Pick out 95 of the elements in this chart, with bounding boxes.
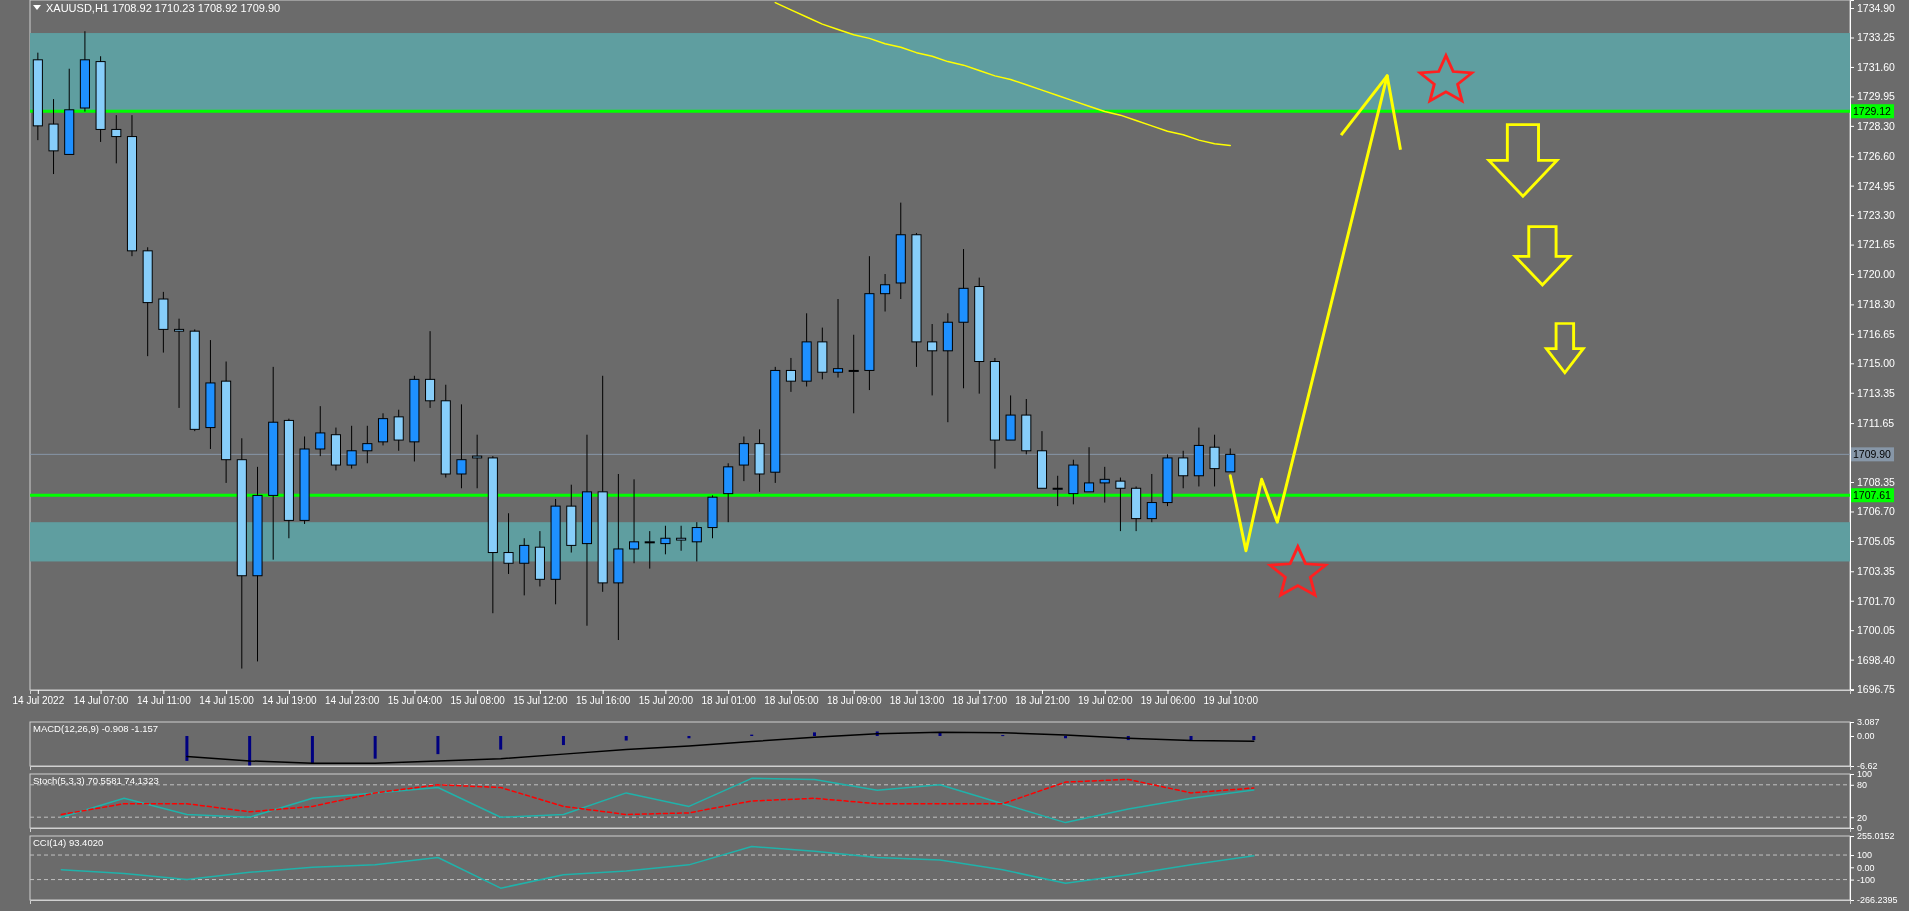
candlestick xyxy=(346,425,357,470)
y-tick-label: 1701.70 xyxy=(1857,594,1896,607)
y-tick-label: 1715.00 xyxy=(1857,357,1896,370)
y-tick-label: 255.0152 xyxy=(1857,831,1895,842)
x-tick-label: 15 Jul 16:00 xyxy=(575,695,631,707)
candlestick xyxy=(644,530,655,570)
y-tick-label: 1728.30 xyxy=(1857,119,1896,132)
x-tick-label: 14 Jul 07:00 xyxy=(73,695,129,707)
y-tick-label: 1729.95 xyxy=(1857,90,1896,103)
y-tick-label: 1733.25 xyxy=(1857,31,1896,44)
y-tick-label: 0 xyxy=(1857,823,1863,834)
candlestick xyxy=(472,434,483,489)
x-tick-label: 18 Jul 09:00 xyxy=(826,695,882,707)
line-series xyxy=(774,1,1232,147)
candlestick xyxy=(1084,446,1095,493)
candlestick xyxy=(676,525,687,552)
x-tick-label: 19 Jul 10:00 xyxy=(1203,695,1259,707)
x-tick-label: 19 Jul 06:00 xyxy=(1140,695,1196,707)
y-tick-label: 1723.30 xyxy=(1857,208,1896,221)
y-tick-label: 1724.95 xyxy=(1857,179,1896,192)
y-tick-label: 80 xyxy=(1857,780,1868,791)
candlestick xyxy=(1099,466,1110,504)
candlestick xyxy=(880,273,891,313)
y-tick-label: -6.62 xyxy=(1857,761,1878,772)
candlestick xyxy=(848,334,859,414)
y-tick-label: 1700.05 xyxy=(1857,624,1896,637)
y-tick-label: -266.2395 xyxy=(1857,895,1898,906)
y-tick-label: 1716.65 xyxy=(1857,327,1896,340)
candlestick xyxy=(738,435,749,482)
y-tick-label: 1711.65 xyxy=(1857,416,1895,429)
ref-line-label: 1709.90 xyxy=(1853,448,1892,461)
x-tick-label: 15 Jul 12:00 xyxy=(513,695,569,707)
candlestick xyxy=(377,412,389,446)
y-tick-label: 100 xyxy=(1857,850,1873,861)
x-tick-label: 14 Jul 15:00 xyxy=(199,695,255,707)
candlestick xyxy=(1052,475,1063,507)
x-tick-label: 15 Jul 04:00 xyxy=(387,695,443,707)
y-tick-label: 1696.75 xyxy=(1857,682,1896,695)
candlestick xyxy=(629,478,640,564)
candlestick xyxy=(660,525,671,555)
candlestick xyxy=(927,323,938,396)
x-tick-label: 18 Jul 01:00 xyxy=(701,695,757,707)
candlestick xyxy=(315,405,326,457)
y-tick-label: 1708.35 xyxy=(1857,475,1896,488)
x-tick-label: 14 Jul 19:00 xyxy=(262,695,318,707)
x-tick-label: 18 Jul 13:00 xyxy=(889,695,945,707)
x-tick-label: 14 Jul 11:00 xyxy=(136,695,192,707)
x-tick-label: 15 Jul 20:00 xyxy=(638,695,694,707)
candlestick xyxy=(785,357,796,393)
y-tick-label: 1703.35 xyxy=(1857,565,1896,578)
x-tick-label: 18 Jul 17:00 xyxy=(952,695,1008,707)
candlestick xyxy=(1146,473,1157,523)
candlestick xyxy=(1225,447,1236,473)
candlestick xyxy=(425,330,436,409)
y-tick-label: 1731.60 xyxy=(1857,60,1896,73)
candlestick xyxy=(1209,434,1220,487)
y-tick-label: 0.00 xyxy=(1857,731,1875,742)
chart-title: MACD(12,26,9) -0.908 -1.157 xyxy=(33,723,159,734)
y-tick-label: 1706.70 xyxy=(1857,505,1896,518)
candlestick xyxy=(111,114,122,164)
y-tick-label: 1698.40 xyxy=(1857,653,1896,666)
x-tick-label: 14 Jul 2022 xyxy=(12,695,65,707)
x-tick-label: 18 Jul 05:00 xyxy=(764,695,820,707)
x-tick-label: 14 Jul 23:00 xyxy=(324,695,380,707)
y-tick-label: 1726.60 xyxy=(1857,150,1896,163)
x-tick-label: 19 Jul 02:00 xyxy=(1077,695,1133,707)
y-tick-label: 3.087 xyxy=(1857,717,1880,728)
y-tick-label: -100 xyxy=(1857,874,1876,885)
line-series xyxy=(186,731,1255,764)
candlestick xyxy=(503,512,514,575)
ref-line-label: 1729.12 xyxy=(1853,104,1892,117)
y-tick-label: 20 xyxy=(1857,812,1868,823)
candlestick xyxy=(362,425,373,464)
candlestick xyxy=(1178,450,1189,489)
chart-title: Stoch(5,3,3) 70.5581 74.1323 xyxy=(33,775,159,786)
candlestick xyxy=(1115,477,1126,532)
y-tick-label: 1734.90 xyxy=(1857,1,1896,14)
candlestick xyxy=(456,403,467,489)
y-tick-label: 1721.65 xyxy=(1857,238,1896,251)
y-tick-label: 1713.35 xyxy=(1857,386,1896,399)
y-tick-label: 1720.00 xyxy=(1857,267,1896,280)
y-tick-label: 1718.30 xyxy=(1857,298,1896,311)
candlestick xyxy=(832,298,844,379)
y-tick-label: 0.00 xyxy=(1857,862,1875,873)
y-tick-label: 100 xyxy=(1857,769,1873,780)
candlestick xyxy=(519,537,530,596)
chart-title: CCI(14) 93.4020 xyxy=(33,837,104,848)
chart-title: XAUUSD,H1 1708.92 1710.23 1708.92 1709.90 xyxy=(46,2,281,14)
candlestick xyxy=(174,318,185,409)
candlestick xyxy=(691,521,702,562)
candlestick xyxy=(393,409,404,452)
ref-line-label: 1707.61 xyxy=(1853,488,1892,501)
x-tick-label: 18 Jul 21:00 xyxy=(1015,695,1071,707)
y-tick-label: 1705.05 xyxy=(1857,534,1896,547)
x-tick-label: 15 Jul 08:00 xyxy=(450,695,506,707)
